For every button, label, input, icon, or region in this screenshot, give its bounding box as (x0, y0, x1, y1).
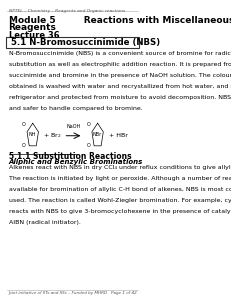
Text: Alkenes react with NBS in dry CCl₄ under reflux conditions to give allyl bromide: Alkenes react with NBS in dry CCl₄ under… (9, 165, 231, 170)
Text: Reagents: Reagents (9, 23, 56, 32)
Text: 5.1.1 Substitution Reactions: 5.1.1 Substitution Reactions (9, 152, 131, 161)
FancyBboxPatch shape (6, 38, 139, 48)
Text: succinimide and bromine in the presence of NaOH solution. The colourless solid: succinimide and bromine in the presence … (9, 73, 231, 78)
Text: AIBN (radical initiator).: AIBN (radical initiator). (9, 220, 80, 225)
Text: + HBr: + HBr (109, 133, 128, 138)
Text: N-Bromosuccinimide (NBS) is a convenient source of bromine for radical: N-Bromosuccinimide (NBS) is a convenient… (9, 51, 231, 56)
Text: Joint initiative of IITs and IISc – Funded by MHRD: Joint initiative of IITs and IISc – Fund… (9, 291, 108, 295)
Text: Lecture 36: Lecture 36 (9, 31, 59, 40)
Text: NaOH: NaOH (66, 124, 80, 129)
Text: obtained is washed with water and recrystallized from hot water, and stored in a: obtained is washed with water and recrys… (9, 84, 231, 89)
Text: 5.1 N-Bromosuccinimide (NBS): 5.1 N-Bromosuccinimide (NBS) (11, 38, 161, 47)
Text: used. The reaction is called Wohl-Ziegler bromination. For example, cyclohexene: used. The reaction is called Wohl-Ziegle… (9, 198, 231, 203)
Text: Aliphic and Benzylic Brominations: Aliphic and Benzylic Brominations (9, 159, 143, 165)
Text: O: O (86, 122, 90, 127)
Text: + Br$_2$: + Br$_2$ (43, 131, 61, 140)
Text: The reaction is initiated by light or peroxide. Although a number of reagents ar: The reaction is initiated by light or pe… (9, 176, 231, 181)
Text: O: O (22, 143, 25, 148)
Text: NPTEL – Chemistry – Reagents and Organic reactions: NPTEL – Chemistry – Reagents and Organic… (9, 9, 125, 13)
Text: Page 1 of 42: Page 1 of 42 (111, 291, 137, 295)
Text: substitution as well as electrophilic addition reaction. It is prepared from: substitution as well as electrophilic ad… (9, 62, 231, 67)
Text: NBr: NBr (93, 132, 102, 137)
Text: Module 5         Reactions with Miscellaneous: Module 5 Reactions with Miscellaneous (9, 16, 231, 25)
Text: available for bromination of allylic C-H bond of alkenes, NBS is most commonly: available for bromination of allylic C-H… (9, 187, 231, 192)
Text: reacts with NBS to give 3-bromocyclohexene in the presence of catalytic amount: reacts with NBS to give 3-bromocyclohexe… (9, 209, 231, 214)
Text: O: O (86, 143, 90, 148)
Text: refrigerator and protected from moisture to avoid decomposition. NBS is easier: refrigerator and protected from moisture… (9, 95, 231, 100)
Text: NH: NH (29, 132, 36, 137)
Text: O: O (22, 122, 25, 127)
Text: and safer to handle compared to bromine.: and safer to handle compared to bromine. (9, 106, 142, 111)
